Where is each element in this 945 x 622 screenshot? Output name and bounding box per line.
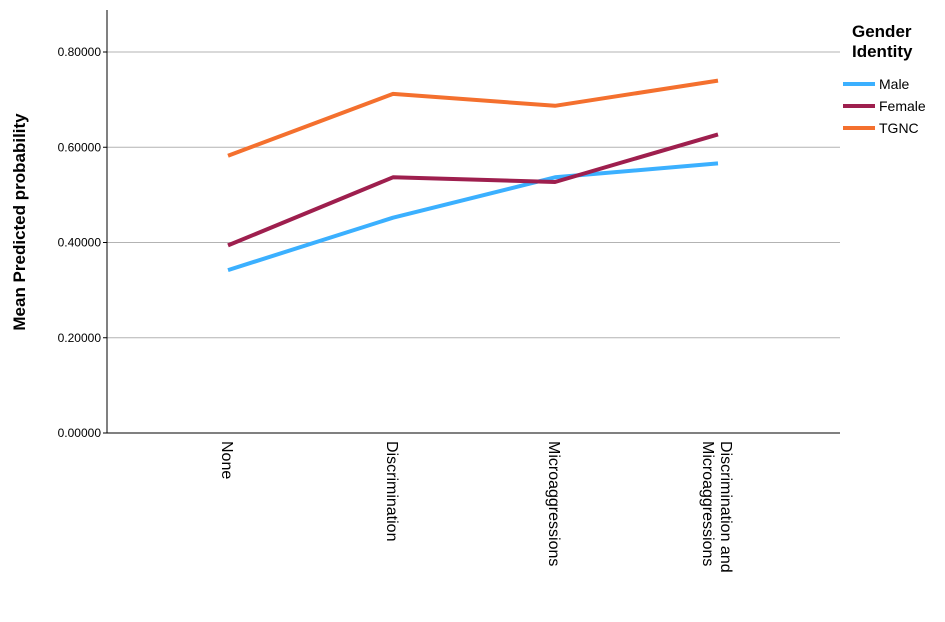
legend: Gender Identity Male Female TGNC (843, 22, 926, 136)
x-category-label: Microaggressions (699, 441, 716, 566)
axes (106, 10, 840, 434)
x-category-label: Microaggressions (545, 441, 562, 566)
legend-label: Female (879, 98, 926, 114)
x-category-label: None (218, 441, 235, 479)
series-line-male (227, 161, 719, 273)
legend-label: Male (879, 76, 910, 92)
series-line-tgnc (227, 78, 719, 158)
series-line-female (227, 132, 719, 248)
y-axis-title: Mean Predicted probability (10, 113, 29, 331)
x-category-label: Discrimination (383, 441, 400, 541)
legend-title: Gender Identity (852, 22, 916, 61)
grid-lines (107, 51, 840, 339)
y-tick-labels: 0.00000 0.20000 0.40000 0.60000 0.80000 (58, 45, 107, 440)
x-category-labels: None Discrimination Microaggressions Discri… (218, 441, 734, 573)
x-category-label: Discrimination and (717, 441, 734, 573)
y-tick-label: 0.60000 (58, 140, 102, 154)
series-lines (227, 78, 719, 273)
y-tick-label: 0.20000 (58, 331, 102, 345)
legend-label: TGNC (879, 120, 919, 136)
y-tick-label: 0.40000 (58, 236, 102, 250)
y-tick-label: 0.80000 (58, 45, 102, 59)
y-tick-label: 0.00000 (58, 426, 102, 440)
